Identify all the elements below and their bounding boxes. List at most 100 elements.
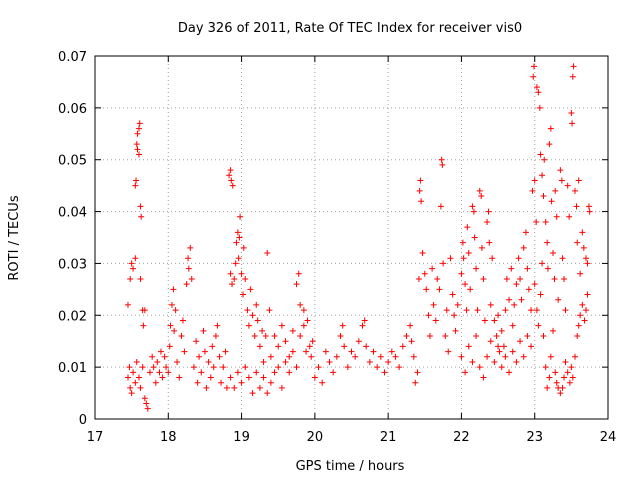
data-point xyxy=(531,177,538,184)
data-point xyxy=(282,338,289,345)
data-point xyxy=(473,333,480,340)
data-point xyxy=(458,270,465,277)
data-point xyxy=(584,260,591,267)
data-point xyxy=(465,343,472,350)
data-point xyxy=(540,333,547,340)
data-point xyxy=(502,307,509,314)
data-point xyxy=(242,275,249,282)
data-point xyxy=(547,125,554,132)
data-point xyxy=(128,260,135,267)
data-point xyxy=(464,224,471,231)
data-point xyxy=(289,327,296,334)
data-point xyxy=(530,63,537,70)
data-point xyxy=(236,234,243,241)
data-point xyxy=(498,327,505,334)
data-point xyxy=(185,265,192,272)
data-point xyxy=(227,270,234,277)
data-point xyxy=(528,343,535,350)
data-point xyxy=(506,296,513,303)
data-point xyxy=(524,333,531,340)
data-point xyxy=(181,348,188,355)
data-point xyxy=(583,307,590,314)
data-point xyxy=(559,384,566,391)
data-point xyxy=(474,307,481,314)
data-point xyxy=(306,343,313,350)
data-point xyxy=(423,286,430,293)
data-point xyxy=(569,120,576,127)
data-point xyxy=(134,130,141,137)
data-point xyxy=(178,333,185,340)
data-point xyxy=(344,364,351,371)
data-point xyxy=(141,395,148,402)
data-point xyxy=(469,203,476,210)
data-point xyxy=(465,250,472,257)
data-point xyxy=(137,203,144,210)
data-point xyxy=(489,255,496,262)
data-point xyxy=(573,203,580,210)
data-point xyxy=(218,379,225,386)
data-point xyxy=(500,343,507,350)
data-point xyxy=(458,353,465,360)
data-point xyxy=(585,203,592,210)
data-point xyxy=(187,244,194,251)
data-point xyxy=(385,358,392,365)
data-point xyxy=(579,301,586,308)
data-point xyxy=(548,198,555,205)
data-point xyxy=(216,353,223,360)
data-point xyxy=(583,255,590,262)
x-axis-label: GPS time / hours xyxy=(296,459,405,474)
data-point xyxy=(366,358,373,365)
data-point xyxy=(185,255,192,262)
data-point xyxy=(266,307,273,314)
data-point xyxy=(476,364,483,371)
data-point xyxy=(183,281,190,288)
data-point xyxy=(293,364,300,371)
data-point xyxy=(259,327,266,334)
data-point xyxy=(227,374,234,381)
plot-frame xyxy=(94,55,609,420)
data-point xyxy=(467,286,474,293)
data-point xyxy=(234,369,241,376)
data-point xyxy=(580,244,587,251)
data-point xyxy=(517,338,524,345)
data-point xyxy=(506,369,513,376)
data-point xyxy=(132,182,139,189)
data-point xyxy=(144,405,151,412)
axis-ticks xyxy=(94,55,609,420)
data-point xyxy=(568,110,575,117)
data-point xyxy=(524,265,531,272)
data-point xyxy=(575,322,582,329)
data-point xyxy=(429,265,436,272)
data-point xyxy=(541,156,548,163)
data-point xyxy=(542,364,549,371)
data-point xyxy=(315,364,322,371)
data-point xyxy=(557,167,564,174)
data-point xyxy=(557,390,564,397)
data-point xyxy=(459,239,466,246)
data-point xyxy=(421,270,428,277)
data-point xyxy=(452,327,459,334)
data-point xyxy=(562,307,569,314)
data-point xyxy=(485,208,492,215)
data-point xyxy=(564,369,571,376)
data-point xyxy=(392,353,399,360)
data-point xyxy=(410,353,417,360)
data-point xyxy=(537,151,544,158)
data-point xyxy=(495,343,502,350)
data-point xyxy=(133,358,140,365)
data-point xyxy=(161,353,168,360)
data-point xyxy=(363,343,370,350)
data-point xyxy=(245,374,252,381)
data-point xyxy=(374,364,381,371)
data-point xyxy=(415,275,422,282)
data-point xyxy=(442,333,449,340)
x-tick-label: 20 xyxy=(307,430,324,445)
data-point xyxy=(470,208,477,215)
data-point xyxy=(539,260,546,267)
data-point xyxy=(518,296,525,303)
data-point xyxy=(408,338,415,345)
data-point xyxy=(377,353,384,360)
data-point xyxy=(471,234,478,241)
data-point xyxy=(440,260,447,267)
data-point xyxy=(509,322,516,329)
